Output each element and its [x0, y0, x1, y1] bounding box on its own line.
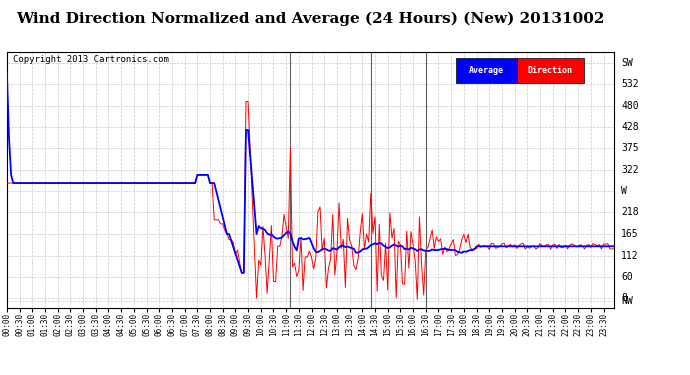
Text: 322: 322: [621, 165, 639, 175]
Text: 60: 60: [621, 272, 633, 282]
Text: Average: Average: [469, 66, 504, 75]
Text: 480: 480: [621, 100, 639, 111]
Text: 112: 112: [621, 251, 639, 261]
Text: 428: 428: [621, 122, 639, 132]
Text: Copyright 2013 Cartronics.com: Copyright 2013 Cartronics.com: [13, 55, 169, 64]
Text: 218: 218: [621, 207, 639, 218]
Text: 165: 165: [621, 229, 639, 239]
Text: 532: 532: [621, 80, 639, 89]
Text: W: W: [621, 186, 627, 196]
FancyBboxPatch shape: [517, 58, 584, 83]
Text: NW: NW: [621, 296, 633, 306]
Text: SW: SW: [621, 58, 633, 68]
Text: 8: 8: [621, 293, 627, 303]
FancyBboxPatch shape: [456, 58, 517, 83]
Text: 375: 375: [621, 143, 639, 153]
Text: Wind Direction Normalized and Average (24 Hours) (New) 20131002: Wind Direction Normalized and Average (2…: [17, 11, 604, 26]
Text: Direction: Direction: [528, 66, 573, 75]
